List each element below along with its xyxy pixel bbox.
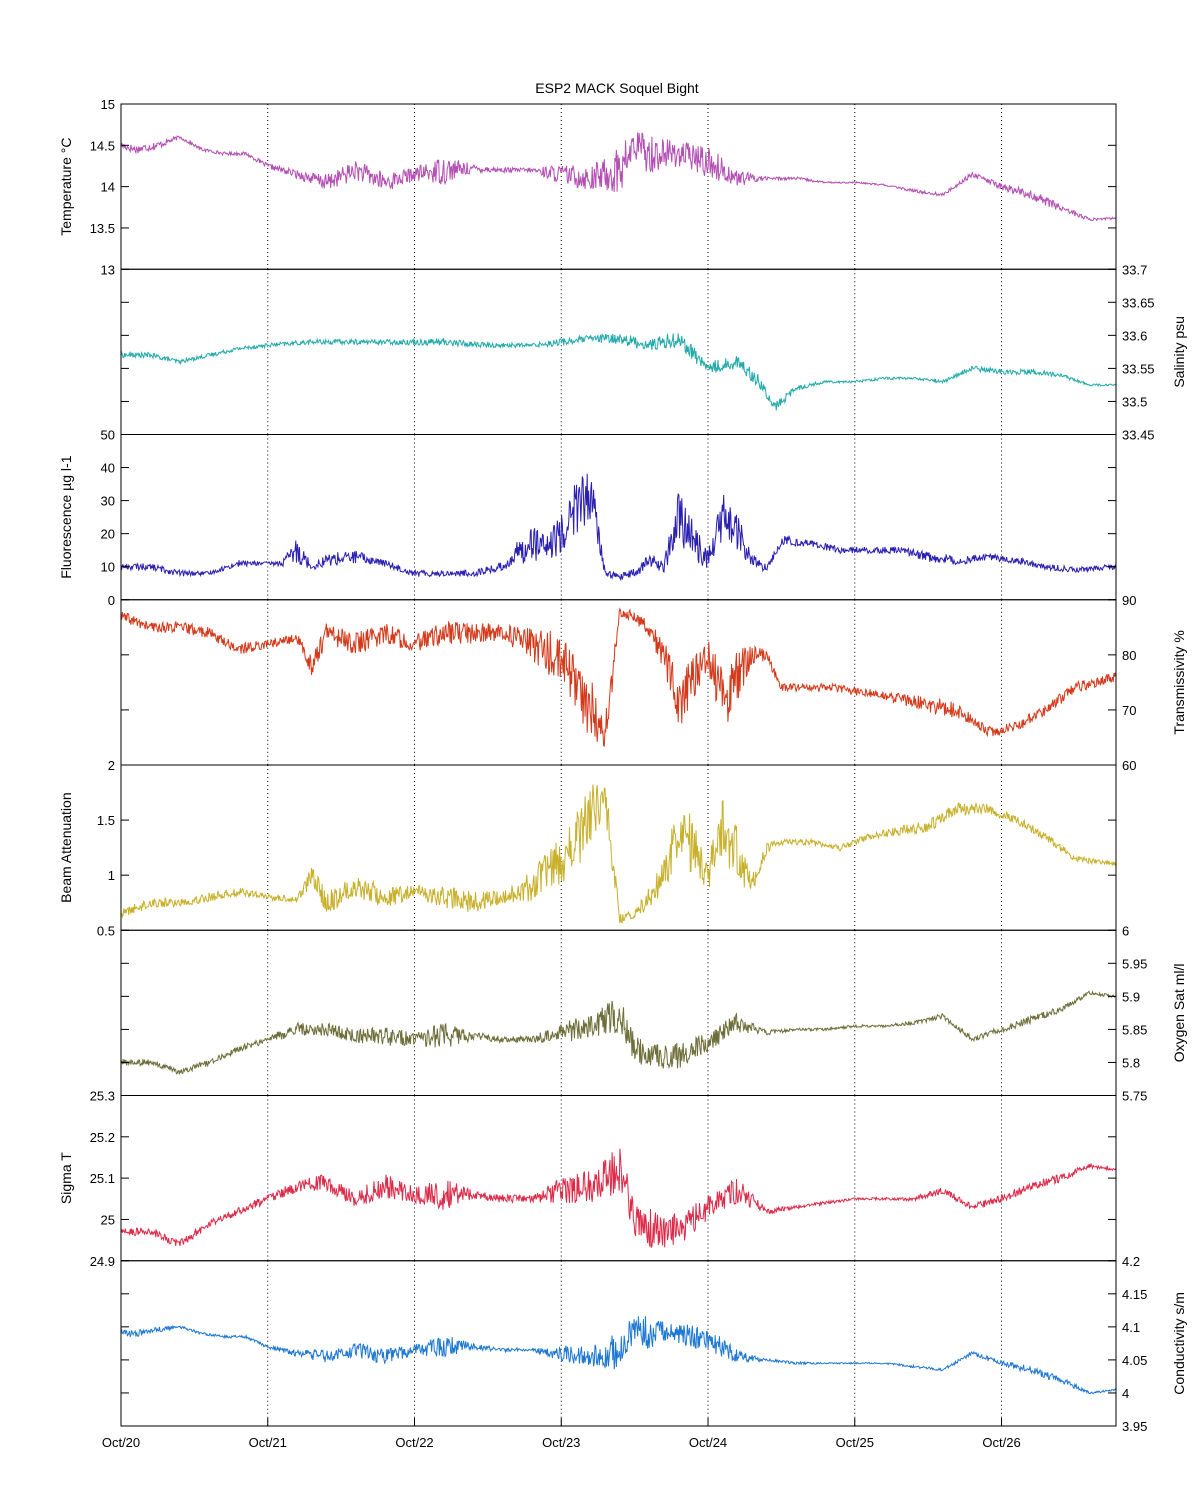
x-axis: Oct/20 Oct/21 Oct/22 Oct/23 Oct/24 Oct/25 Oct/… [102, 1418, 1021, 1450]
series-line-salinity [120, 332, 1117, 411]
x-tick-label: Oct/25 [836, 1435, 874, 1450]
x-tick-label: Oct/26 [982, 1435, 1020, 1450]
y-tick-label: 4.2 [1122, 1254, 1140, 1269]
series-line-fluorescence [120, 473, 1117, 581]
y-tick-label: 6 [1122, 923, 1129, 938]
y-tick-label: 14.5 [90, 138, 115, 153]
y-tick-label: 5.95 [1122, 956, 1147, 971]
y-tick-label: 90 [1122, 593, 1136, 608]
x-tick-label: Oct/21 [249, 1435, 287, 1450]
y-axis-label-oxygen_sat: Oxygen Sat ml/l [1171, 963, 1187, 1062]
y-tick-label: 1 [108, 868, 115, 883]
y-tick-label: 4.05 [1122, 1353, 1147, 1368]
series-line-beam_attenuation [120, 784, 1117, 924]
panel-sigma_t: 24.9 25 25.1 25.2 25.3 Sigma T [58, 1089, 1117, 1269]
y-tick-label: 30 [101, 494, 115, 509]
x-tick-label: Oct/24 [689, 1435, 727, 1450]
y-axis-label-transmissivity: Transmissivity % [1171, 630, 1187, 735]
y-tick-label: 80 [1122, 648, 1136, 663]
y-tick-label: 4.15 [1122, 1287, 1147, 1302]
y-tick-label: 20 [101, 527, 115, 542]
x-tick-label: Oct/22 [395, 1435, 433, 1450]
y-tick-label: 33.5 [1122, 394, 1147, 409]
panel-oxygen_sat: 5.75 5.8 5.85 5.9 5.95 6 Oxygen Sat ml/l [120, 923, 1187, 1104]
y-tick-label: 33.6 [1122, 328, 1147, 343]
y-axis-label-conductivity: Conductivity s/m [1171, 1292, 1187, 1395]
x-tick-label: Oct/20 [102, 1435, 140, 1450]
series-line-conductivity [120, 1316, 1117, 1395]
y-tick-label: 70 [1122, 703, 1136, 718]
y-tick-label: 25.3 [90, 1089, 115, 1104]
y-tick-label: 2 [108, 758, 115, 773]
y-tick-label: 4 [1122, 1386, 1129, 1401]
y-tick-label: 5.8 [1122, 1055, 1140, 1070]
y-tick-label: 13 [101, 262, 115, 277]
y-tick-label: 25 [101, 1212, 115, 1227]
series-line-sigma_t [120, 1148, 1117, 1248]
y-tick-label: 25.2 [90, 1130, 115, 1145]
panel-beam_attenuation: 0.5 1 1.5 2 Beam Attenuation [58, 758, 1117, 938]
y-tick-label: 3.95 [1122, 1419, 1147, 1434]
y-axis-label-beam_attenuation: Beam Attenuation [58, 792, 74, 903]
y-tick-label: 5.9 [1122, 989, 1140, 1004]
y-tick-label: 60 [1122, 758, 1136, 773]
y-tick-label: 33.65 [1122, 295, 1155, 310]
y-axis-label-salinity: Salinity psu [1171, 316, 1187, 388]
y-tick-label: 33.55 [1122, 361, 1155, 376]
y-axis-label-sigma_t: Sigma T [58, 1152, 74, 1204]
y-tick-label: 1.5 [97, 813, 115, 828]
series-line-temperature [120, 132, 1117, 222]
y-tick-label: 25.1 [90, 1171, 115, 1186]
y-tick-label: 15 [101, 97, 115, 112]
series-line-transmissivity [120, 607, 1117, 748]
y-tick-label: 0.5 [97, 923, 115, 938]
y-tick-label: 5.85 [1122, 1022, 1147, 1037]
y-tick-label: 10 [101, 560, 115, 575]
y-tick-label: 14 [101, 180, 115, 195]
y-tick-label: 33.45 [1122, 428, 1155, 443]
y-tick-label: 24.9 [90, 1254, 115, 1269]
y-tick-label: 13.5 [90, 221, 115, 236]
x-tick-label: Oct/23 [542, 1435, 580, 1450]
y-tick-label: 50 [101, 428, 115, 443]
y-tick-label: 40 [101, 461, 115, 476]
y-tick-label: 33.7 [1122, 262, 1147, 277]
y-tick-label: 5.75 [1122, 1089, 1147, 1104]
panel-conductivity: 3.95 4 4.05 4.1 4.15 4.2 Conductivity s/m [120, 1254, 1187, 1434]
y-axis-label-temperature: Temperature °C [58, 138, 74, 236]
chart-title: ESP2 MACK Soquel Bight [535, 80, 699, 96]
y-tick-label: 4.1 [1122, 1320, 1140, 1335]
panel-transmissivity: 60 70 80 90 Transmissivity % [120, 593, 1187, 773]
series-line-oxygen_sat [120, 990, 1117, 1075]
y-axis-label-fluorescence: Fluorescence µg l-1 [58, 455, 74, 578]
panel-frame [120, 1260, 1117, 1427]
y-tick-label: 0 [108, 593, 115, 608]
